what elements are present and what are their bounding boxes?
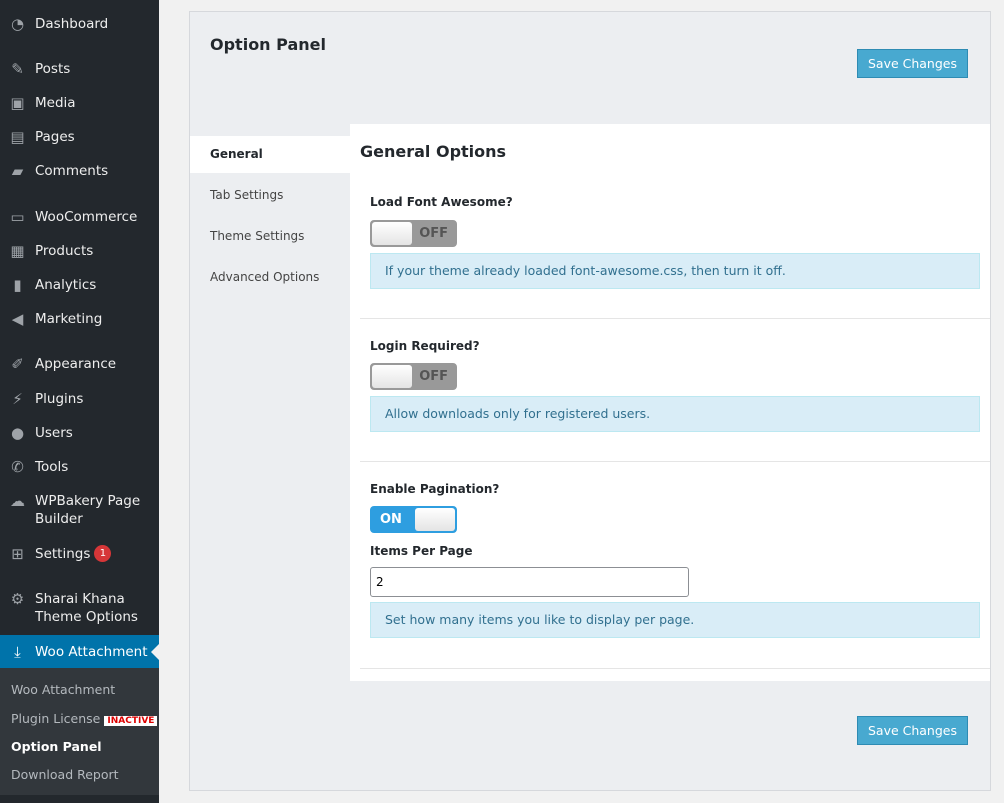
pin-icon: ✎: [11, 60, 24, 78]
brush-icon: ✐: [11, 355, 24, 373]
sidebar-item-marketing[interactable]: ◀ Marketing: [0, 310, 159, 328]
sidebar-item-tools[interactable]: ✆ Tools: [0, 458, 159, 476]
submenu-label: Woo Attachment: [11, 682, 116, 697]
sidebar-item-label: Dashboard: [35, 16, 109, 32]
tab-general[interactable]: General: [190, 136, 350, 173]
section-title: General Options: [360, 142, 507, 161]
gear-icon: ⚙: [10, 590, 25, 608]
sidebar-item-analytics[interactable]: ▮ Analytics: [0, 276, 159, 294]
chart-bar-icon: ▮: [13, 276, 22, 294]
sidebar-item-label: Products: [35, 243, 94, 259]
sidebar-item-label: Posts: [35, 61, 71, 77]
sidebar-item-label: Comments: [35, 163, 109, 179]
save-button-top[interactable]: Save Changes: [856, 49, 968, 78]
sidebar-item-pages[interactable]: ▤ Pages: [0, 128, 159, 146]
cloud-icon: ☁: [10, 492, 25, 510]
sidebar-item-label: WooCommerce: [35, 209, 138, 225]
option-panel: Option Panel Save Changes General Tab Se…: [189, 11, 991, 791]
sidebar-item-label: Media: [35, 95, 76, 111]
submenu-item[interactable]: Option Panel: [11, 739, 102, 754]
sidebar-item-sharai-khana-theme-options[interactable]: ⚙ Sharai Khana Theme Options: [0, 590, 159, 626]
page-title: Option Panel: [210, 35, 326, 54]
download-icon: ⤓: [14, 642, 21, 661]
tab-tab-settings[interactable]: Tab Settings: [210, 188, 284, 202]
sidebar-item-products[interactable]: ▦ Products: [0, 242, 159, 260]
wrench-icon: ✆: [11, 458, 24, 476]
sidebar-item-posts[interactable]: ✎ Posts: [0, 60, 159, 78]
sidebar-item-label: Marketing: [35, 311, 103, 327]
sidebar-item-plugins[interactable]: ⚡ Plugins: [0, 390, 159, 408]
sidebar-item-dashboard[interactable]: ◔ Dashboard: [0, 15, 159, 33]
megaphone-icon: ◀: [11, 310, 24, 328]
hint: Set how many items you like to display p…: [370, 602, 980, 638]
items-per-page-label: Items Per Page: [370, 544, 473, 558]
comment-icon: ▰: [11, 162, 24, 180]
sidebar-item-label: WPBakery Page Builder: [35, 493, 141, 527]
pagination-toggle[interactable]: ON: [370, 506, 457, 533]
submenu-label: Download Report: [11, 767, 119, 782]
sidebar-item-users[interactable]: ● Users: [0, 424, 159, 442]
inactive-badge: INACTIVE: [104, 716, 158, 726]
option-label: Load Font Awesome?: [370, 195, 513, 209]
sidebar-item-comments[interactable]: ▰ Comments: [0, 162, 159, 180]
dashboard-icon: ◔: [10, 15, 25, 33]
login-required-toggle[interactable]: OFF: [370, 363, 457, 390]
media-icon: ▣: [10, 94, 25, 112]
sidebar-item-label: Analytics: [35, 277, 97, 293]
submenu-label: Option Panel: [11, 739, 102, 754]
sidebar-item-appearance[interactable]: ✐ Appearance: [0, 355, 159, 373]
sidebar-item-wpbakery-page-builder[interactable]: ☁ WPBakery Page Builder: [0, 492, 159, 528]
woo-icon: ▭: [10, 208, 25, 226]
submenu-item[interactable]: Download Report: [11, 767, 119, 782]
option-font-awesome: Load Font Awesome? OFF If your theme alr…: [360, 174, 990, 319]
option-label: Login Required?: [370, 339, 480, 353]
sidebar-item-woocommerce[interactable]: ▭ WooCommerce: [0, 208, 159, 226]
sidebar-item-media[interactable]: ▣ Media: [0, 94, 159, 112]
option-login-required: Login Required? OFF Allow downloads only…: [360, 319, 990, 462]
pages-icon: ▤: [10, 128, 25, 146]
user-icon: ●: [10, 424, 25, 442]
submenu-item[interactable]: Woo Attachment: [11, 682, 115, 697]
plug-icon: ⚡: [12, 390, 23, 408]
submenu-item[interactable]: Plugin License INACTIVE: [11, 711, 158, 726]
settings-icon: ⊞: [11, 545, 24, 563]
tab-advanced-options[interactable]: Advanced Options: [210, 270, 320, 284]
archive-icon: ▦: [10, 242, 25, 260]
hint: If your theme already loaded font-awesom…: [370, 253, 980, 289]
sidebar-item-label: Woo Attachment: [35, 643, 148, 660]
hint: Allow downloads only for registered user…: [370, 396, 980, 432]
items-per-page-input[interactable]: [370, 567, 689, 597]
option-pagination: Enable Pagination? ON Items Per Page Set…: [360, 462, 990, 669]
submenu-label: Plugin License: [11, 711, 101, 726]
sidebar-item-label: Tools: [35, 459, 69, 475]
sidebar-item-settings[interactable]: ⊞ Settings 1: [0, 545, 159, 563]
tab-theme-settings[interactable]: Theme Settings: [210, 229, 305, 243]
sidebar-item-label: Appearance: [35, 356, 117, 372]
save-button-bottom[interactable]: Save Changes: [856, 716, 968, 745]
font-awesome-toggle[interactable]: OFF: [370, 220, 457, 247]
sidebar-item-label: Users: [35, 425, 73, 441]
update-count-badge: 1: [94, 545, 112, 562]
sidebar-item-label: Pages: [35, 129, 75, 145]
submenu: Woo Attachment Plugin License INACTIVE Opti…: [0, 668, 159, 795]
sidebar-item-woo-attachment[interactable]: ⤓ Woo Attachment: [0, 635, 159, 668]
sidebar-item-label: Plugins: [35, 391, 84, 407]
sidebar-item-label: Settings: [35, 546, 91, 562]
option-label: Enable Pagination?: [370, 482, 500, 496]
sidebar-item-label: Sharai Khana Theme Options: [35, 591, 138, 625]
options-content: General Options Load Font Awesome? OFF I…: [350, 124, 990, 681]
